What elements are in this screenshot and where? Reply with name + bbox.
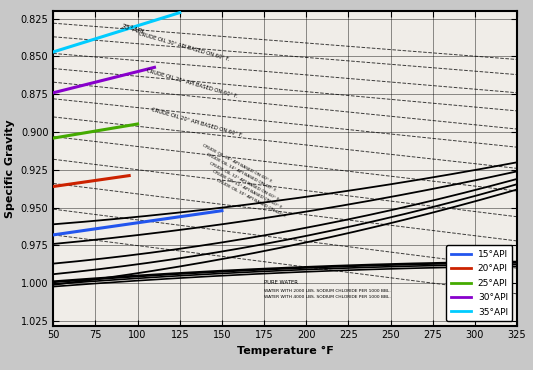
Text: CRUDE OIL 10° API BASED ON 60° F.: CRUDE OIL 10° API BASED ON 60° F. bbox=[215, 178, 286, 219]
Text: WATER WITH 2000 LBS. SODIUM CHLORIDE PER 1000 BBL.: WATER WITH 2000 LBS. SODIUM CHLORIDE PER… bbox=[264, 289, 391, 293]
Text: PURE WATER: PURE WATER bbox=[264, 280, 298, 285]
Text: CRUDE OIL 25° API BASED ON 60° F.: CRUDE OIL 25° API BASED ON 60° F. bbox=[146, 68, 238, 99]
Text: CRUDE OIL 14° API BASED ON 60° F.: CRUDE OIL 14° API BASED ON 60° F. bbox=[205, 152, 276, 193]
Text: CRUDE OIL 12° API BASED ON 60° F.: CRUDE OIL 12° API BASED ON 60° F. bbox=[208, 161, 280, 202]
Text: CRUDE OIL 16° API BASED ON 60° F.: CRUDE OIL 16° API BASED ON 60° F. bbox=[201, 143, 273, 184]
X-axis label: Temperature °F: Temperature °F bbox=[237, 346, 334, 356]
Text: WATER WITH 4000 LBS. SODIUM CHLORIDE PER 1000 BBL.: WATER WITH 4000 LBS. SODIUM CHLORIDE PER… bbox=[264, 295, 391, 299]
Text: CRUDE OIL 30° API BASED ON 60° F.: CRUDE OIL 30° API BASED ON 60° F. bbox=[138, 31, 230, 62]
Text: CRUDE OIL 11° API BASED ON 60° F.: CRUDE OIL 11° API BASED ON 60° F. bbox=[212, 170, 283, 210]
Legend: 15°API, 20°API, 25°API, 30°API, 35°API: 15°API, 20°API, 25°API, 30°API, 35°API bbox=[446, 245, 513, 321]
Text: 35°API: 35°API bbox=[121, 23, 145, 36]
Y-axis label: Specific Gravity: Specific Gravity bbox=[5, 119, 15, 218]
Text: CRUDE OIL 20° API BASED ON 60° F.: CRUDE OIL 20° API BASED ON 60° F. bbox=[151, 107, 244, 138]
